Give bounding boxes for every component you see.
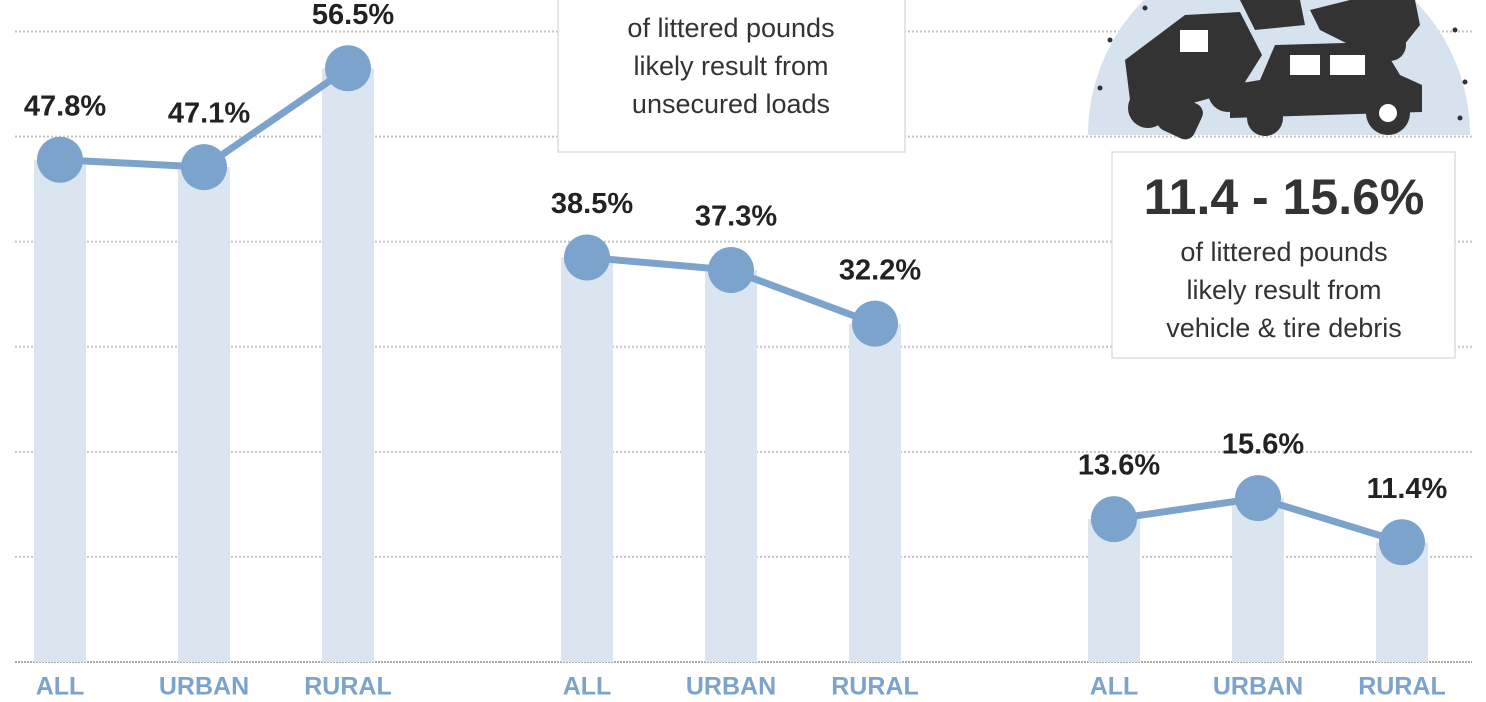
value-label: 11.4% (1367, 473, 1448, 505)
x-tick-label: RURAL (831, 673, 919, 701)
value-label: 47.8% (24, 90, 106, 122)
point (852, 301, 898, 347)
annotation-line: likely result from (633, 51, 828, 81)
value-label: 13.6% (1078, 450, 1160, 482)
value-label: 47.1% (168, 98, 250, 130)
x-tick-label: ALL (36, 673, 85, 701)
bar (178, 167, 230, 662)
point (1091, 496, 1137, 542)
x-tick-label: ALL (563, 673, 612, 701)
point (564, 234, 610, 280)
value-label: 15.6% (1222, 429, 1304, 461)
annotation-headline: 11.4 - 15.6% (1144, 169, 1425, 225)
point (1379, 519, 1425, 565)
annotation-line: likely result from (1186, 275, 1381, 305)
point (708, 247, 754, 293)
bar (561, 257, 613, 662)
x-tick-label: URBAN (159, 673, 249, 701)
x-tick-label: URBAN (1213, 673, 1303, 701)
annotation-box: of littered pounds likely result from un… (558, 0, 905, 152)
annotation-line: vehicle & tire debris (1166, 313, 1402, 343)
point (325, 45, 371, 91)
value-label: 38.5% (551, 188, 633, 220)
annotation-line: of littered pounds (1180, 237, 1387, 267)
bar (1232, 498, 1284, 662)
bar (322, 68, 374, 662)
x-tick-label: RURAL (1358, 673, 1446, 701)
x-tick-label: RURAL (304, 673, 392, 701)
x-tick-label: URBAN (686, 673, 776, 701)
value-label: 32.2% (839, 254, 921, 286)
x-tick-label: ALL (1090, 673, 1139, 701)
vehicle-icon (1088, 0, 1470, 143)
point (181, 144, 227, 190)
point (1235, 475, 1281, 521)
chart: of littered pounds likely result from un… (0, 0, 1486, 702)
value-label: 37.3% (695, 201, 777, 233)
value-label: 56.5% (312, 0, 394, 31)
point (37, 137, 83, 183)
annotation-box: 11.4 - 15.6% of littered pounds likely r… (1112, 152, 1455, 358)
annotation-line: unsecured loads (632, 89, 830, 119)
bar (34, 160, 86, 662)
bar (705, 270, 757, 662)
bar (849, 324, 901, 662)
annotation-line: of littered pounds (627, 13, 834, 43)
